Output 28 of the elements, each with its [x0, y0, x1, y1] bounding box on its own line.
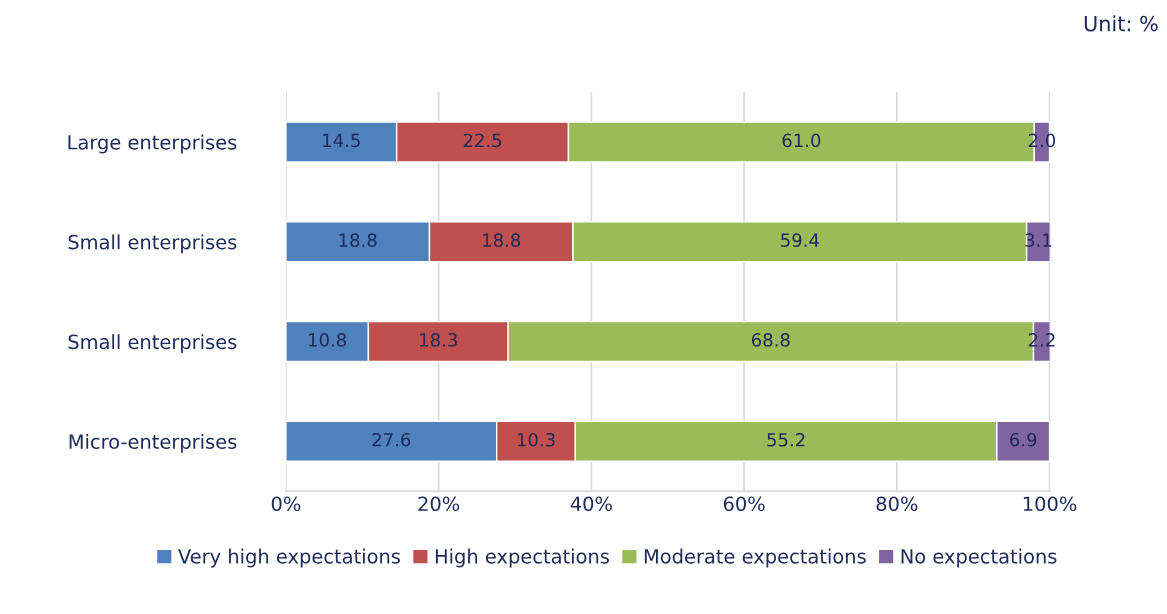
data-label: 6.9	[1010, 432, 1037, 447]
data-label: 10.3	[517, 432, 555, 447]
legend-label: Moderate expectations	[644, 548, 866, 568]
data-label: 61.0	[782, 133, 821, 148]
x-tick-label: 80%	[876, 496, 918, 512]
data-label: 18.8	[483, 233, 521, 247]
x-tick-label: 40%	[570, 496, 612, 512]
y-tick-label: Small enterprises	[68, 334, 237, 353]
legend-label: Very high expectations	[178, 548, 400, 568]
data-label: 18.3	[420, 333, 457, 347]
legend-label: High expectations	[435, 548, 609, 568]
data-label: 27.6	[372, 432, 411, 447]
data-label: 59.4	[781, 233, 819, 247]
x-tick-label: 0%	[271, 496, 301, 512]
x-tick-label: 60%	[723, 496, 765, 512]
legend-label: No expectations	[901, 548, 1057, 568]
y-tick-label: Micro-enterprises	[69, 433, 237, 453]
text: Unit: %	[1084, 15, 1158, 32]
data-label: 55.2	[767, 432, 805, 447]
x-tick-label: 100%	[1023, 496, 1077, 512]
data-label: 68.8	[751, 333, 790, 347]
y-tick-label: Small enterprises	[68, 234, 237, 254]
data-label: 14.5	[323, 133, 360, 148]
y-tick-label: Large enterprises	[68, 134, 237, 154]
data-label: 10.8	[309, 333, 347, 347]
data-label: 22.5	[463, 133, 502, 148]
x-tick-label: 20%	[418, 496, 460, 512]
data-label: 18.8	[339, 233, 377, 247]
